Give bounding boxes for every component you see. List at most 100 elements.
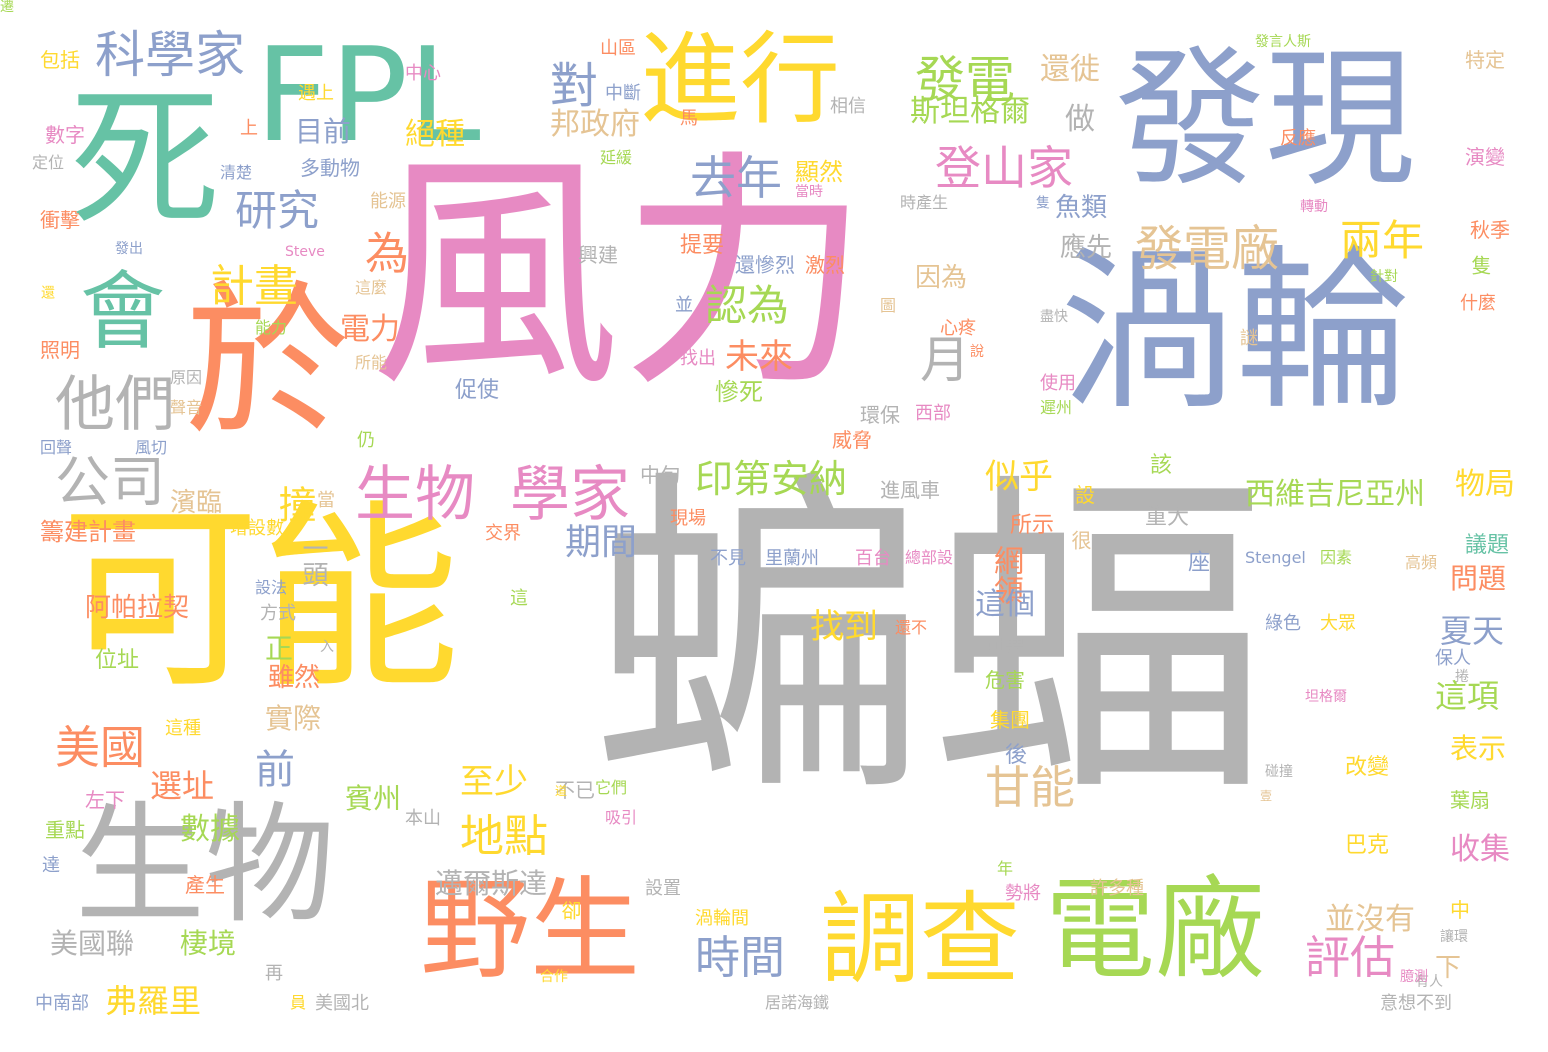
word-168: 還不 xyxy=(895,618,928,637)
word-189: Steve xyxy=(285,244,325,260)
word-15: 學家 xyxy=(510,460,630,530)
word-200: 臆測 xyxy=(1400,969,1428,985)
word-91: 提要 xyxy=(680,233,725,258)
word-41: 選址 xyxy=(150,767,215,805)
word-25: 認為 xyxy=(705,281,790,330)
word-137: 大眾 xyxy=(1320,613,1356,634)
word-119: 進風車 xyxy=(880,478,940,502)
word-172: 吸引 xyxy=(605,808,638,827)
word-14: 生物 xyxy=(355,460,475,530)
word-143: 中 xyxy=(1450,898,1470,922)
word-126: 設 xyxy=(1075,483,1095,507)
word-36: 地點 xyxy=(460,811,548,862)
word-47: 絕種 xyxy=(405,117,465,152)
word-138: 保人 xyxy=(1435,648,1471,669)
word-65: 籌建計畫 xyxy=(40,518,136,546)
word-198: 道 xyxy=(555,784,568,798)
word-154: 產生 xyxy=(185,873,225,897)
word-171: 本山 xyxy=(405,808,441,829)
word-87: 清楚 xyxy=(220,163,253,182)
word-73: 議題 xyxy=(1465,533,1510,558)
word-170: 它們 xyxy=(595,778,628,797)
word-167: 可要 xyxy=(985,633,1025,657)
word-191: 並 xyxy=(675,295,693,316)
word-102: 秋季 xyxy=(1470,218,1510,242)
word-81: 數字 xyxy=(45,123,85,147)
word-52: 還徙 xyxy=(1040,52,1100,87)
word-147: 方式 xyxy=(260,603,296,624)
word-4: 渦輪 xyxy=(1060,231,1410,434)
word-44: 找到 xyxy=(810,607,878,647)
word-77: 實際 xyxy=(265,702,322,735)
word-9: 進行 xyxy=(640,21,840,138)
word-184: 聲音 xyxy=(170,398,203,417)
word-64: 阿帕拉契 xyxy=(85,593,190,623)
word-38: 前 xyxy=(255,747,295,793)
word-27: 月 xyxy=(920,331,970,389)
word-196: 入 xyxy=(320,639,334,655)
word-17: 公司 xyxy=(55,450,166,514)
word-160: 渦輪間 xyxy=(695,908,749,929)
word-98: 馬 xyxy=(680,108,698,129)
word-162: 勢將 xyxy=(1005,883,1041,904)
word-124: 很 xyxy=(1068,530,1092,550)
word-22: 去年 xyxy=(690,151,782,205)
word-139: 坦格爾 xyxy=(1305,689,1347,705)
word-144: 讓環 xyxy=(1440,929,1468,945)
word-116: 西部 xyxy=(915,403,951,424)
word-117: 威脅 xyxy=(832,428,872,452)
word-130: 里蘭州 xyxy=(765,548,819,569)
word-39: 期間 xyxy=(565,522,638,563)
word-16: 他們 xyxy=(55,370,175,440)
word-199: 碰撞 xyxy=(1265,764,1293,780)
word-5: 於 xyxy=(185,266,350,458)
word-80: 包括 xyxy=(40,48,80,72)
word-165: 集團 xyxy=(990,708,1030,732)
word-13: 會 xyxy=(80,263,166,362)
word-107: 針對 xyxy=(1370,269,1398,285)
word-31: 電力 xyxy=(340,312,400,347)
word-49: 邦政府 xyxy=(550,107,640,142)
word-99: 相信 xyxy=(830,96,866,117)
word-97: 延緩 xyxy=(600,148,633,167)
word-195: 說 xyxy=(970,344,984,360)
word-194: 隻 xyxy=(1034,195,1050,209)
word-70: 表示 xyxy=(1450,732,1507,765)
word-37: 印第安納 xyxy=(695,457,848,501)
word-158: 員 xyxy=(290,993,307,1012)
word-136: 綠色 xyxy=(1265,613,1301,634)
word-100: 特定 xyxy=(1465,48,1505,72)
word-188: 發出 xyxy=(115,241,143,257)
word-19: 發電 xyxy=(915,51,1015,109)
word-106: 轉動 xyxy=(1300,199,1328,215)
word-113: 找出 xyxy=(680,348,716,369)
word-35: 時間 xyxy=(695,931,786,984)
word-179: 風切 xyxy=(135,438,168,457)
word-18: 科學家 xyxy=(95,26,245,84)
word-142: 巴克 xyxy=(1345,833,1390,858)
word-156: 美國北 xyxy=(315,993,369,1014)
word-111: 心疼 xyxy=(940,318,976,339)
word-30: 未來 xyxy=(725,337,793,377)
word-181: 仍 xyxy=(354,430,375,448)
word-12: 野生 xyxy=(420,866,640,994)
word-151: 左下 xyxy=(85,788,125,812)
word-7: FPL xyxy=(255,19,481,171)
word-29: 為 xyxy=(357,230,408,274)
word-76: 這個 xyxy=(975,587,1035,622)
word-118: 中旬 xyxy=(640,463,680,487)
word-197: 這 xyxy=(510,588,528,609)
word-157: 再 xyxy=(265,963,283,984)
word-11: 電廠 xyxy=(1045,866,1265,994)
word-173: 居諾海鐵 xyxy=(765,993,830,1012)
word-6: 死 xyxy=(70,73,221,247)
word-203: 遷 xyxy=(0,0,14,15)
word-90: 能源 xyxy=(370,191,406,212)
word-178: 原因 xyxy=(170,368,203,387)
word-59: 數據 xyxy=(180,812,240,847)
word-72: 問題 xyxy=(1450,562,1507,595)
word-125: 該 xyxy=(1150,453,1173,478)
word-153: 達 xyxy=(39,855,60,873)
word-71: 收集 xyxy=(1450,832,1510,867)
